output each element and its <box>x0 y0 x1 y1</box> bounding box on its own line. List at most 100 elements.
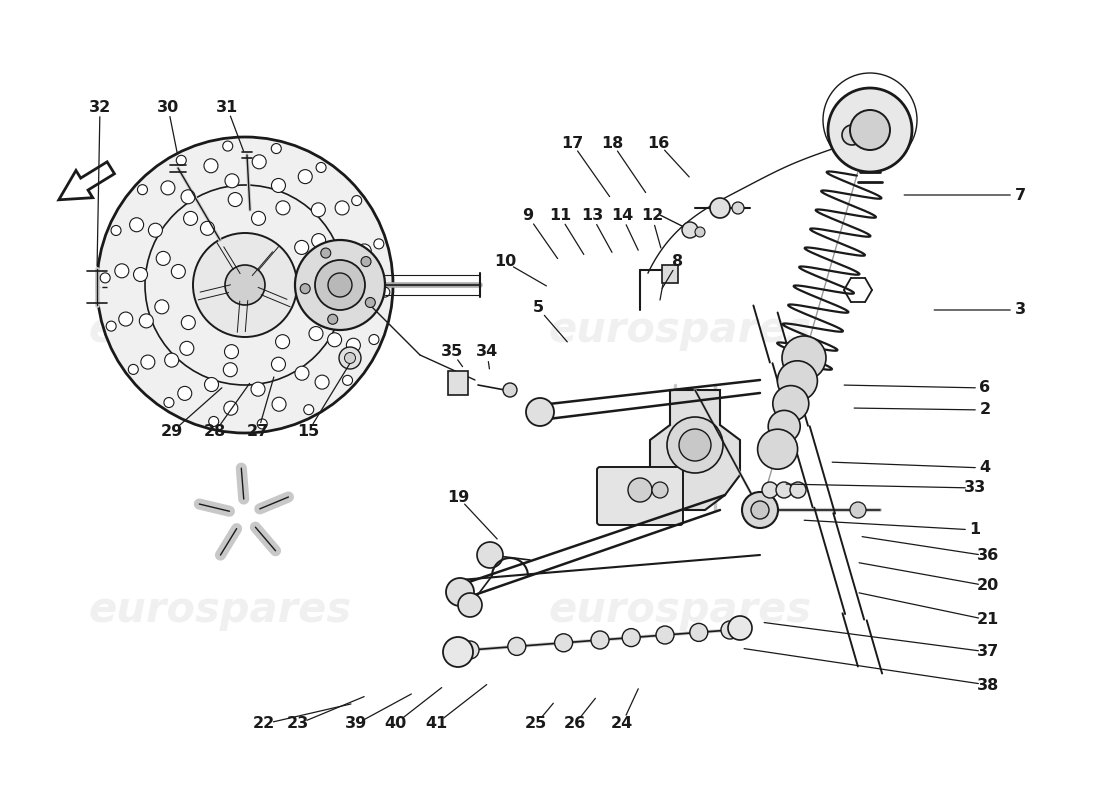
Circle shape <box>272 178 286 193</box>
Text: 3: 3 <box>1014 302 1025 318</box>
Text: 22: 22 <box>253 717 275 731</box>
Text: 31: 31 <box>216 99 238 114</box>
Circle shape <box>508 638 526 655</box>
Circle shape <box>352 195 362 206</box>
Circle shape <box>209 417 219 426</box>
Circle shape <box>315 375 329 389</box>
Circle shape <box>192 233 297 337</box>
Circle shape <box>365 298 375 307</box>
Circle shape <box>298 170 312 184</box>
Bar <box>448 371 468 395</box>
Circle shape <box>850 502 866 518</box>
Circle shape <box>342 375 352 386</box>
Circle shape <box>316 162 326 173</box>
Circle shape <box>165 353 178 367</box>
Text: 12: 12 <box>641 209 663 223</box>
Circle shape <box>324 281 338 294</box>
Circle shape <box>276 201 290 215</box>
Circle shape <box>176 155 186 166</box>
Circle shape <box>107 321 117 331</box>
Circle shape <box>682 222 698 238</box>
Circle shape <box>339 347 361 369</box>
Circle shape <box>295 366 309 380</box>
Circle shape <box>458 593 482 617</box>
FancyArrow shape <box>58 162 114 200</box>
Text: 21: 21 <box>977 613 999 627</box>
Circle shape <box>656 626 674 644</box>
Text: 14: 14 <box>610 209 634 223</box>
Text: 30: 30 <box>157 99 179 114</box>
Circle shape <box>156 251 170 266</box>
Circle shape <box>133 267 147 282</box>
Text: 32: 32 <box>89 99 111 114</box>
Text: 23: 23 <box>287 717 309 731</box>
Circle shape <box>732 202 744 214</box>
Text: 7: 7 <box>1014 187 1025 202</box>
Text: 9: 9 <box>522 209 534 223</box>
Text: 10: 10 <box>494 254 516 270</box>
Circle shape <box>742 492 778 528</box>
Circle shape <box>228 193 242 206</box>
Circle shape <box>205 378 219 391</box>
Circle shape <box>315 260 365 310</box>
Circle shape <box>790 482 806 498</box>
Text: 5: 5 <box>532 301 543 315</box>
Circle shape <box>97 137 393 433</box>
Circle shape <box>178 386 191 400</box>
Circle shape <box>768 410 800 442</box>
Circle shape <box>720 621 739 639</box>
Circle shape <box>309 326 323 341</box>
Circle shape <box>773 386 808 422</box>
Circle shape <box>344 353 355 363</box>
Circle shape <box>368 334 378 345</box>
Circle shape <box>276 334 289 349</box>
Circle shape <box>328 333 342 346</box>
Text: 4: 4 <box>979 461 991 475</box>
Circle shape <box>461 641 478 659</box>
Circle shape <box>304 405 313 414</box>
Circle shape <box>361 292 375 306</box>
Text: 38: 38 <box>977 678 999 693</box>
Circle shape <box>328 314 338 324</box>
Circle shape <box>379 287 389 297</box>
Circle shape <box>690 623 707 642</box>
Circle shape <box>251 382 265 396</box>
Circle shape <box>179 342 194 355</box>
Circle shape <box>782 336 826 380</box>
Text: 33: 33 <box>964 481 986 495</box>
Bar <box>662 265 678 283</box>
Text: eurospares: eurospares <box>88 309 352 351</box>
Circle shape <box>311 234 326 248</box>
Text: 28: 28 <box>204 425 227 439</box>
Circle shape <box>850 110 890 150</box>
Text: 39: 39 <box>345 717 367 731</box>
Text: 25: 25 <box>525 717 547 731</box>
Circle shape <box>204 158 218 173</box>
Circle shape <box>140 314 153 328</box>
Circle shape <box>111 226 121 235</box>
Circle shape <box>272 143 282 154</box>
Circle shape <box>591 631 609 649</box>
Circle shape <box>148 223 163 238</box>
FancyBboxPatch shape <box>597 467 683 525</box>
Text: 15: 15 <box>297 425 319 439</box>
Text: 20: 20 <box>977 578 999 594</box>
Circle shape <box>526 398 554 426</box>
Circle shape <box>138 185 147 194</box>
Circle shape <box>336 201 349 215</box>
Circle shape <box>321 248 331 258</box>
Text: 29: 29 <box>161 425 183 439</box>
Text: 37: 37 <box>977 645 999 659</box>
Text: 13: 13 <box>581 209 603 223</box>
Circle shape <box>342 289 356 302</box>
Circle shape <box>182 315 196 330</box>
Circle shape <box>762 482 778 498</box>
Circle shape <box>728 616 752 640</box>
Circle shape <box>358 244 371 258</box>
Text: 26: 26 <box>564 717 586 731</box>
Circle shape <box>252 211 265 226</box>
Circle shape <box>155 300 168 314</box>
Circle shape <box>828 88 912 172</box>
Text: 34: 34 <box>476 345 498 359</box>
Circle shape <box>623 629 640 646</box>
